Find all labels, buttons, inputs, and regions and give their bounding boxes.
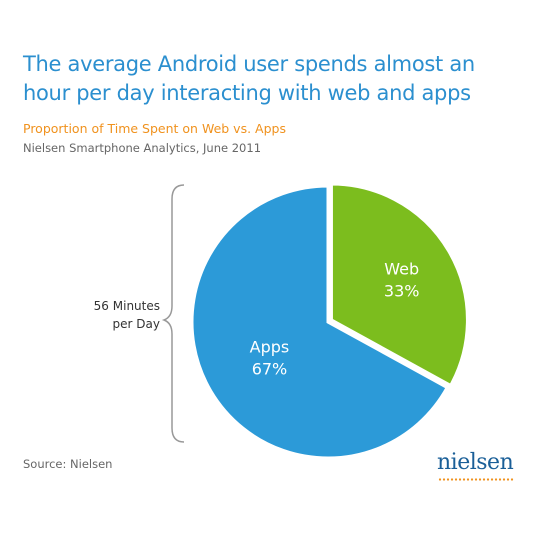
chart-title: The average Android user spends almost a… [23,52,475,105]
pie-slice-web [329,182,469,388]
bracket-label-line-2: per Day [112,317,160,331]
slice-label-web: Web [384,259,419,278]
chart-subtitle: Proportion of Time Spent on Web vs. Apps [23,121,286,136]
bracket-label: 56 Minutes per Day [60,297,160,333]
nielsen-logo: nielsen [437,450,514,475]
bracket-label-line-1: 56 Minutes [93,299,160,313]
slice-value-web: 33% [384,281,420,300]
bracket [161,184,185,443]
data-source: Nielsen Smartphone Analytics, June 2011 [23,141,262,155]
logo-dots [438,478,514,481]
footer-source: Source: Nielsen [23,457,113,471]
slice-label-apps: Apps [250,338,290,357]
pie-slice-apps [190,184,450,460]
slice-value-apps: 67% [252,360,288,379]
